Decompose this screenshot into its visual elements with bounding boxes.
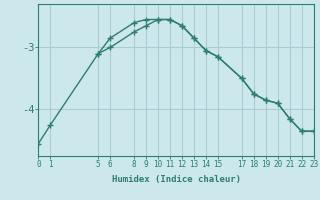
X-axis label: Humidex (Indice chaleur): Humidex (Indice chaleur)	[111, 175, 241, 184]
